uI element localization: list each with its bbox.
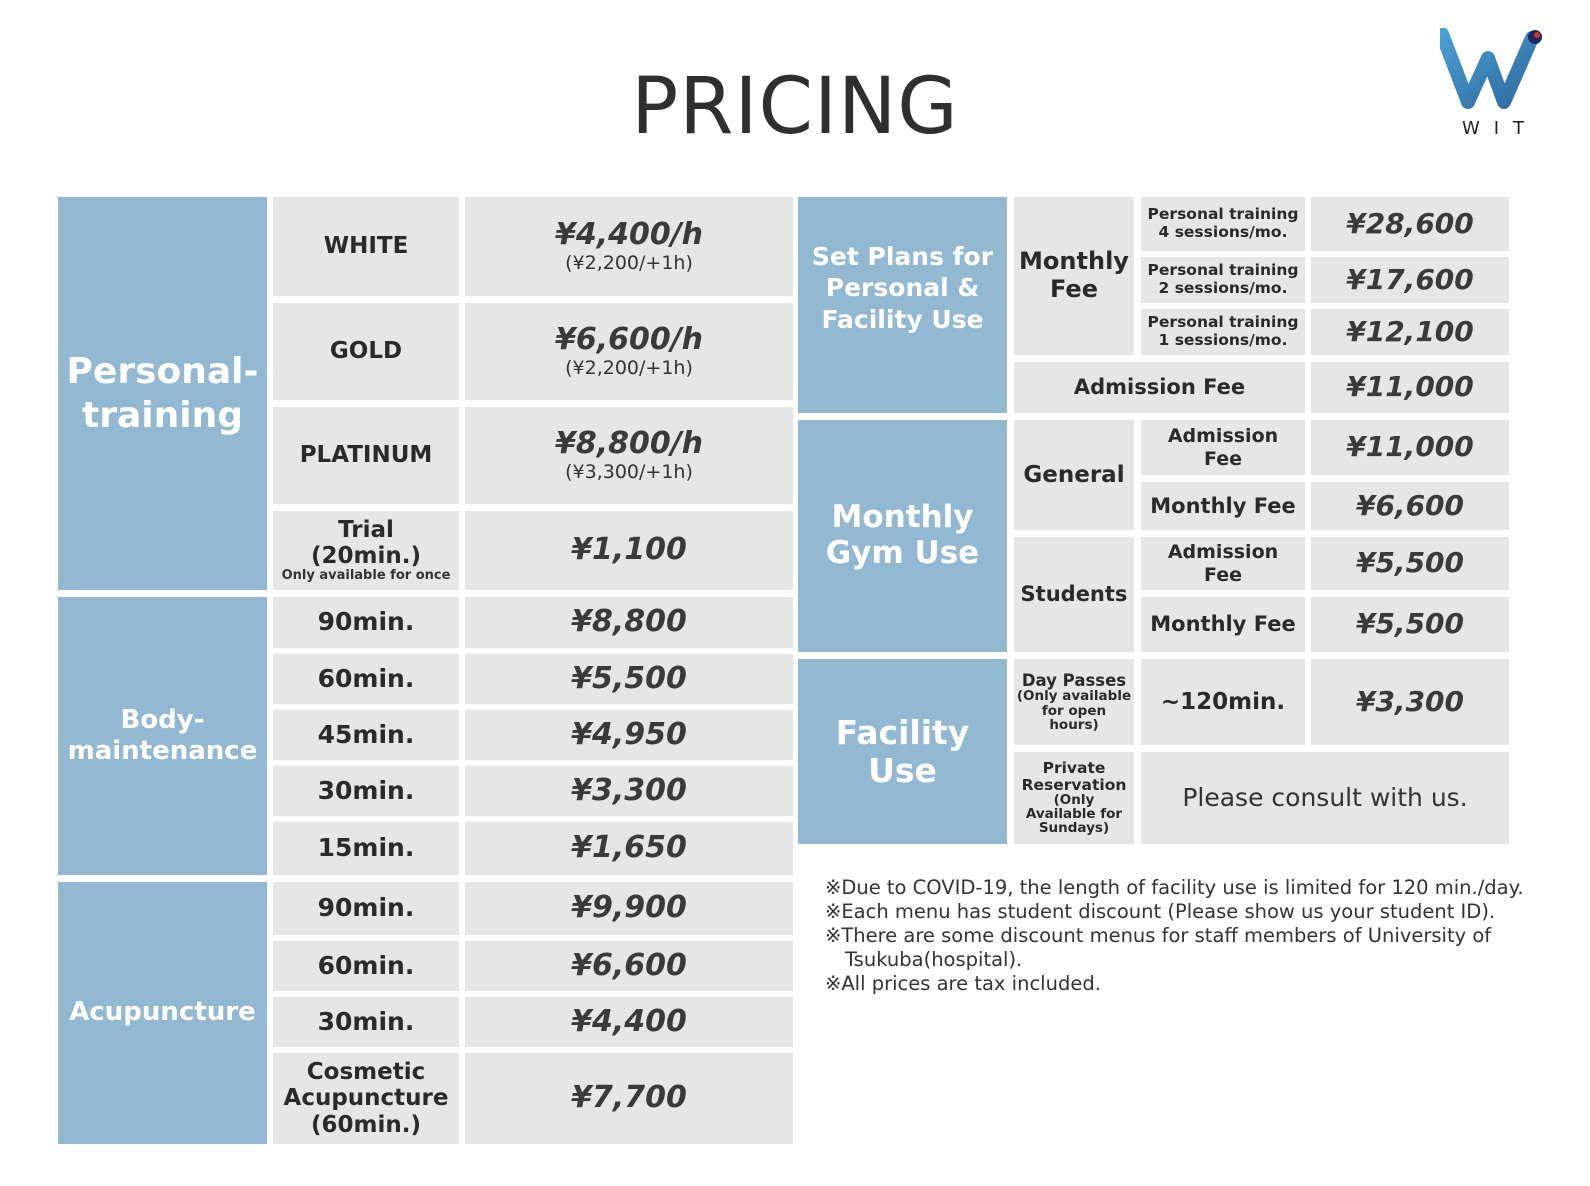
price: ¥8,800 bbox=[571, 604, 687, 640]
price-cell: ¥1,650 bbox=[465, 822, 793, 875]
trial-name: Trial (20min.) bbox=[311, 516, 421, 570]
duration: 30min. bbox=[273, 997, 459, 1047]
set-plan-name: Personal training 1 sessions/mo. bbox=[1141, 309, 1305, 355]
price-cell: ¥17,600 bbox=[1311, 257, 1509, 303]
day-pass-cell: Day Passes (Only available for open hour… bbox=[1014, 659, 1134, 745]
plan-extra: (¥2,200/+1h) bbox=[565, 251, 693, 274]
page-title: PRICING bbox=[631, 62, 959, 152]
price-cell: ¥6,600 bbox=[465, 941, 793, 991]
admission-fee-label: Admission Fee bbox=[1014, 362, 1305, 413]
set-plan-name: Personal training 4 sessions/mo. bbox=[1141, 197, 1305, 251]
price-cell: ¥11,000 bbox=[1311, 420, 1509, 475]
plan-price: ¥8,800/h bbox=[554, 426, 704, 462]
note-item: ※Each menu has student discount (Please … bbox=[825, 900, 1496, 923]
general-label: General bbox=[1014, 420, 1134, 530]
price: ¥9,900 bbox=[571, 890, 687, 926]
day-pass-label: Day Passes bbox=[1021, 671, 1127, 691]
price: ¥11,000 bbox=[1346, 430, 1474, 464]
trial-note: Only available for once bbox=[281, 568, 451, 584]
price-cell: ¥5,500 bbox=[1311, 537, 1509, 590]
price: ¥6,600 bbox=[1355, 488, 1465, 522]
price: ¥11,000 bbox=[1346, 370, 1474, 404]
logo-w-icon bbox=[1435, 27, 1542, 109]
category-acupuncture: Acupuncture bbox=[58, 882, 267, 1144]
plan-name: WHITE bbox=[273, 197, 459, 296]
private-reservation-cell: Private Reservation (Only Available for … bbox=[1014, 752, 1134, 844]
trial-price-cell: ¥1,100 bbox=[465, 511, 793, 590]
price-cell: ¥4,400 bbox=[465, 997, 793, 1047]
price: ¥4,950 bbox=[571, 716, 687, 752]
plan-extra: (¥3,300/+1h) bbox=[565, 460, 693, 483]
private-label: Private Reservation bbox=[1021, 759, 1127, 794]
price-cell: ¥11,000 bbox=[1311, 362, 1509, 413]
price-cell: ¥3,300 bbox=[465, 766, 793, 816]
category-set-plans: Set Plans for Personal & Facility Use bbox=[798, 197, 1007, 413]
logo-text: WIT bbox=[1462, 118, 1539, 139]
plan-extra: (¥2,200/+1h) bbox=[565, 356, 693, 379]
notes: ※Due to COVID-19, the length of facility… bbox=[825, 876, 1585, 996]
price: ¥17,600 bbox=[1346, 262, 1474, 296]
plan-price-cell: ¥8,800/h (¥3,300/+1h) bbox=[465, 407, 793, 504]
duration: 90min. bbox=[273, 597, 459, 648]
price: ¥3,300 bbox=[1355, 684, 1465, 718]
price-cell: ¥4,950 bbox=[465, 710, 793, 760]
day-pass-note: (Only available for open hours) bbox=[1016, 688, 1132, 733]
plan-price-cell: ¥6,600/h (¥2,200/+1h) bbox=[465, 303, 793, 400]
duration: 15min. bbox=[273, 822, 459, 875]
note-item: ※There are some discount menus for staff… bbox=[825, 924, 1492, 971]
price-cell: ¥7,700 bbox=[465, 1053, 793, 1144]
price: ¥28,600 bbox=[1346, 206, 1474, 240]
price-cell: ¥9,900 bbox=[465, 882, 793, 935]
monthly-fee-label: Monthly Fee bbox=[1141, 597, 1305, 652]
category-body-maintenance: Body- maintenance bbox=[58, 597, 267, 875]
price: ¥4,400 bbox=[571, 1003, 687, 1039]
duration: 90min. bbox=[273, 882, 459, 935]
price-cell: ¥6,600 bbox=[1311, 482, 1509, 530]
price-cell: ¥5,500 bbox=[1311, 597, 1509, 652]
note-item: ※All prices are tax included. bbox=[825, 972, 1101, 995]
price: ¥7,700 bbox=[571, 1080, 687, 1116]
price-cell: ¥5,500 bbox=[465, 654, 793, 704]
duration: 60min. bbox=[273, 654, 459, 704]
category-monthly-gym: Monthly Gym Use bbox=[798, 420, 1007, 652]
trial-cell: Trial (20min.) Only available for once bbox=[273, 511, 459, 590]
plan-price: ¥6,600/h bbox=[554, 322, 704, 358]
note-item: ※Due to COVID-19, the length of facility… bbox=[825, 876, 1524, 899]
monthly-fee-label: Monthly Fee bbox=[1014, 197, 1134, 355]
price-cell: ¥12,100 bbox=[1311, 309, 1509, 355]
price: ¥5,500 bbox=[1355, 546, 1465, 580]
plan-price-cell: ¥4,400/h (¥2,200/+1h) bbox=[465, 197, 793, 296]
students-label: Students bbox=[1014, 537, 1134, 652]
duration: 60min. bbox=[273, 941, 459, 991]
price: ¥1,650 bbox=[571, 830, 687, 866]
cosmetic-acupuncture: Cosmetic Acupuncture (60min.) bbox=[273, 1053, 459, 1144]
plan-price: ¥4,400/h bbox=[554, 217, 704, 253]
price: ¥12,100 bbox=[1346, 314, 1474, 348]
admission-fee-label: Admission Fee bbox=[1141, 420, 1305, 475]
price: ¥5,500 bbox=[1355, 607, 1465, 641]
plan-name: PLATINUM bbox=[273, 407, 459, 504]
price: ¥5,500 bbox=[571, 660, 687, 696]
duration: 30min. bbox=[273, 766, 459, 816]
price: ¥6,600 bbox=[571, 947, 687, 983]
price-cell: ¥3,300 bbox=[1311, 659, 1509, 745]
plan-name: GOLD bbox=[273, 303, 459, 400]
admission-fee-label: Admission Fee bbox=[1141, 537, 1305, 590]
private-note: (Only Available for Sundays) bbox=[1025, 792, 1123, 837]
monthly-fee-label: Monthly Fee bbox=[1141, 482, 1305, 530]
price: ¥3,300 bbox=[571, 772, 687, 808]
trial-price: ¥1,100 bbox=[571, 532, 687, 568]
set-plan-name: Personal training 2 sessions/mo. bbox=[1141, 257, 1305, 303]
consult-text: Please consult with us. bbox=[1141, 752, 1509, 844]
day-pass-duration: ~120min. bbox=[1141, 659, 1305, 745]
category-facility-use: Facility Use bbox=[798, 659, 1007, 844]
price-cell: ¥8,800 bbox=[465, 597, 793, 648]
category-personal-training: Personal- training bbox=[58, 197, 267, 590]
duration: 45min. bbox=[273, 710, 459, 760]
wit-logo: WIT bbox=[1435, 27, 1560, 148]
price-cell: ¥28,600 bbox=[1311, 197, 1509, 251]
